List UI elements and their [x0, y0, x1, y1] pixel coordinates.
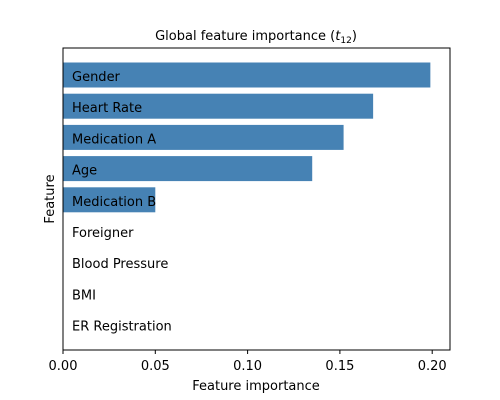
x-tick-label: 0.00	[49, 359, 78, 374]
x-tick-label: 0.15	[325, 359, 354, 374]
category-label: Heart Rate	[72, 101, 142, 116]
bar-medication-a	[63, 124, 344, 150]
bar-labels-group: Gender Heart Rate Medication A Age Medicatio…	[72, 70, 172, 335]
category-label: Foreigner	[72, 226, 134, 241]
bar-medication-b	[63, 187, 156, 213]
bar-heart-rate	[63, 93, 374, 119]
y-axis-label: Feature	[43, 174, 58, 223]
x-tick-label: 0.05	[141, 359, 170, 374]
x-ticks-group: 0.00 0.05 0.10 0.15 0.20	[49, 350, 447, 374]
category-label: ER Registration	[72, 320, 172, 335]
bars-group	[63, 62, 431, 213]
x-tick-label: 0.20	[418, 359, 447, 374]
category-label: Medication A	[72, 132, 156, 147]
chart-title: Global feature importance (t12)	[155, 29, 357, 46]
plot-frame	[62, 47, 451, 351]
category-label: BMI	[72, 288, 96, 303]
bar-gender	[63, 62, 431, 88]
category-label: Gender	[72, 70, 121, 85]
x-axis-label: Feature importance	[192, 379, 320, 394]
x-tick-label: 0.10	[233, 359, 262, 374]
category-label: Medication B	[72, 195, 156, 210]
category-label: Blood Pressure	[72, 257, 168, 272]
bar-age	[63, 156, 313, 182]
category-label: Age	[72, 164, 97, 179]
